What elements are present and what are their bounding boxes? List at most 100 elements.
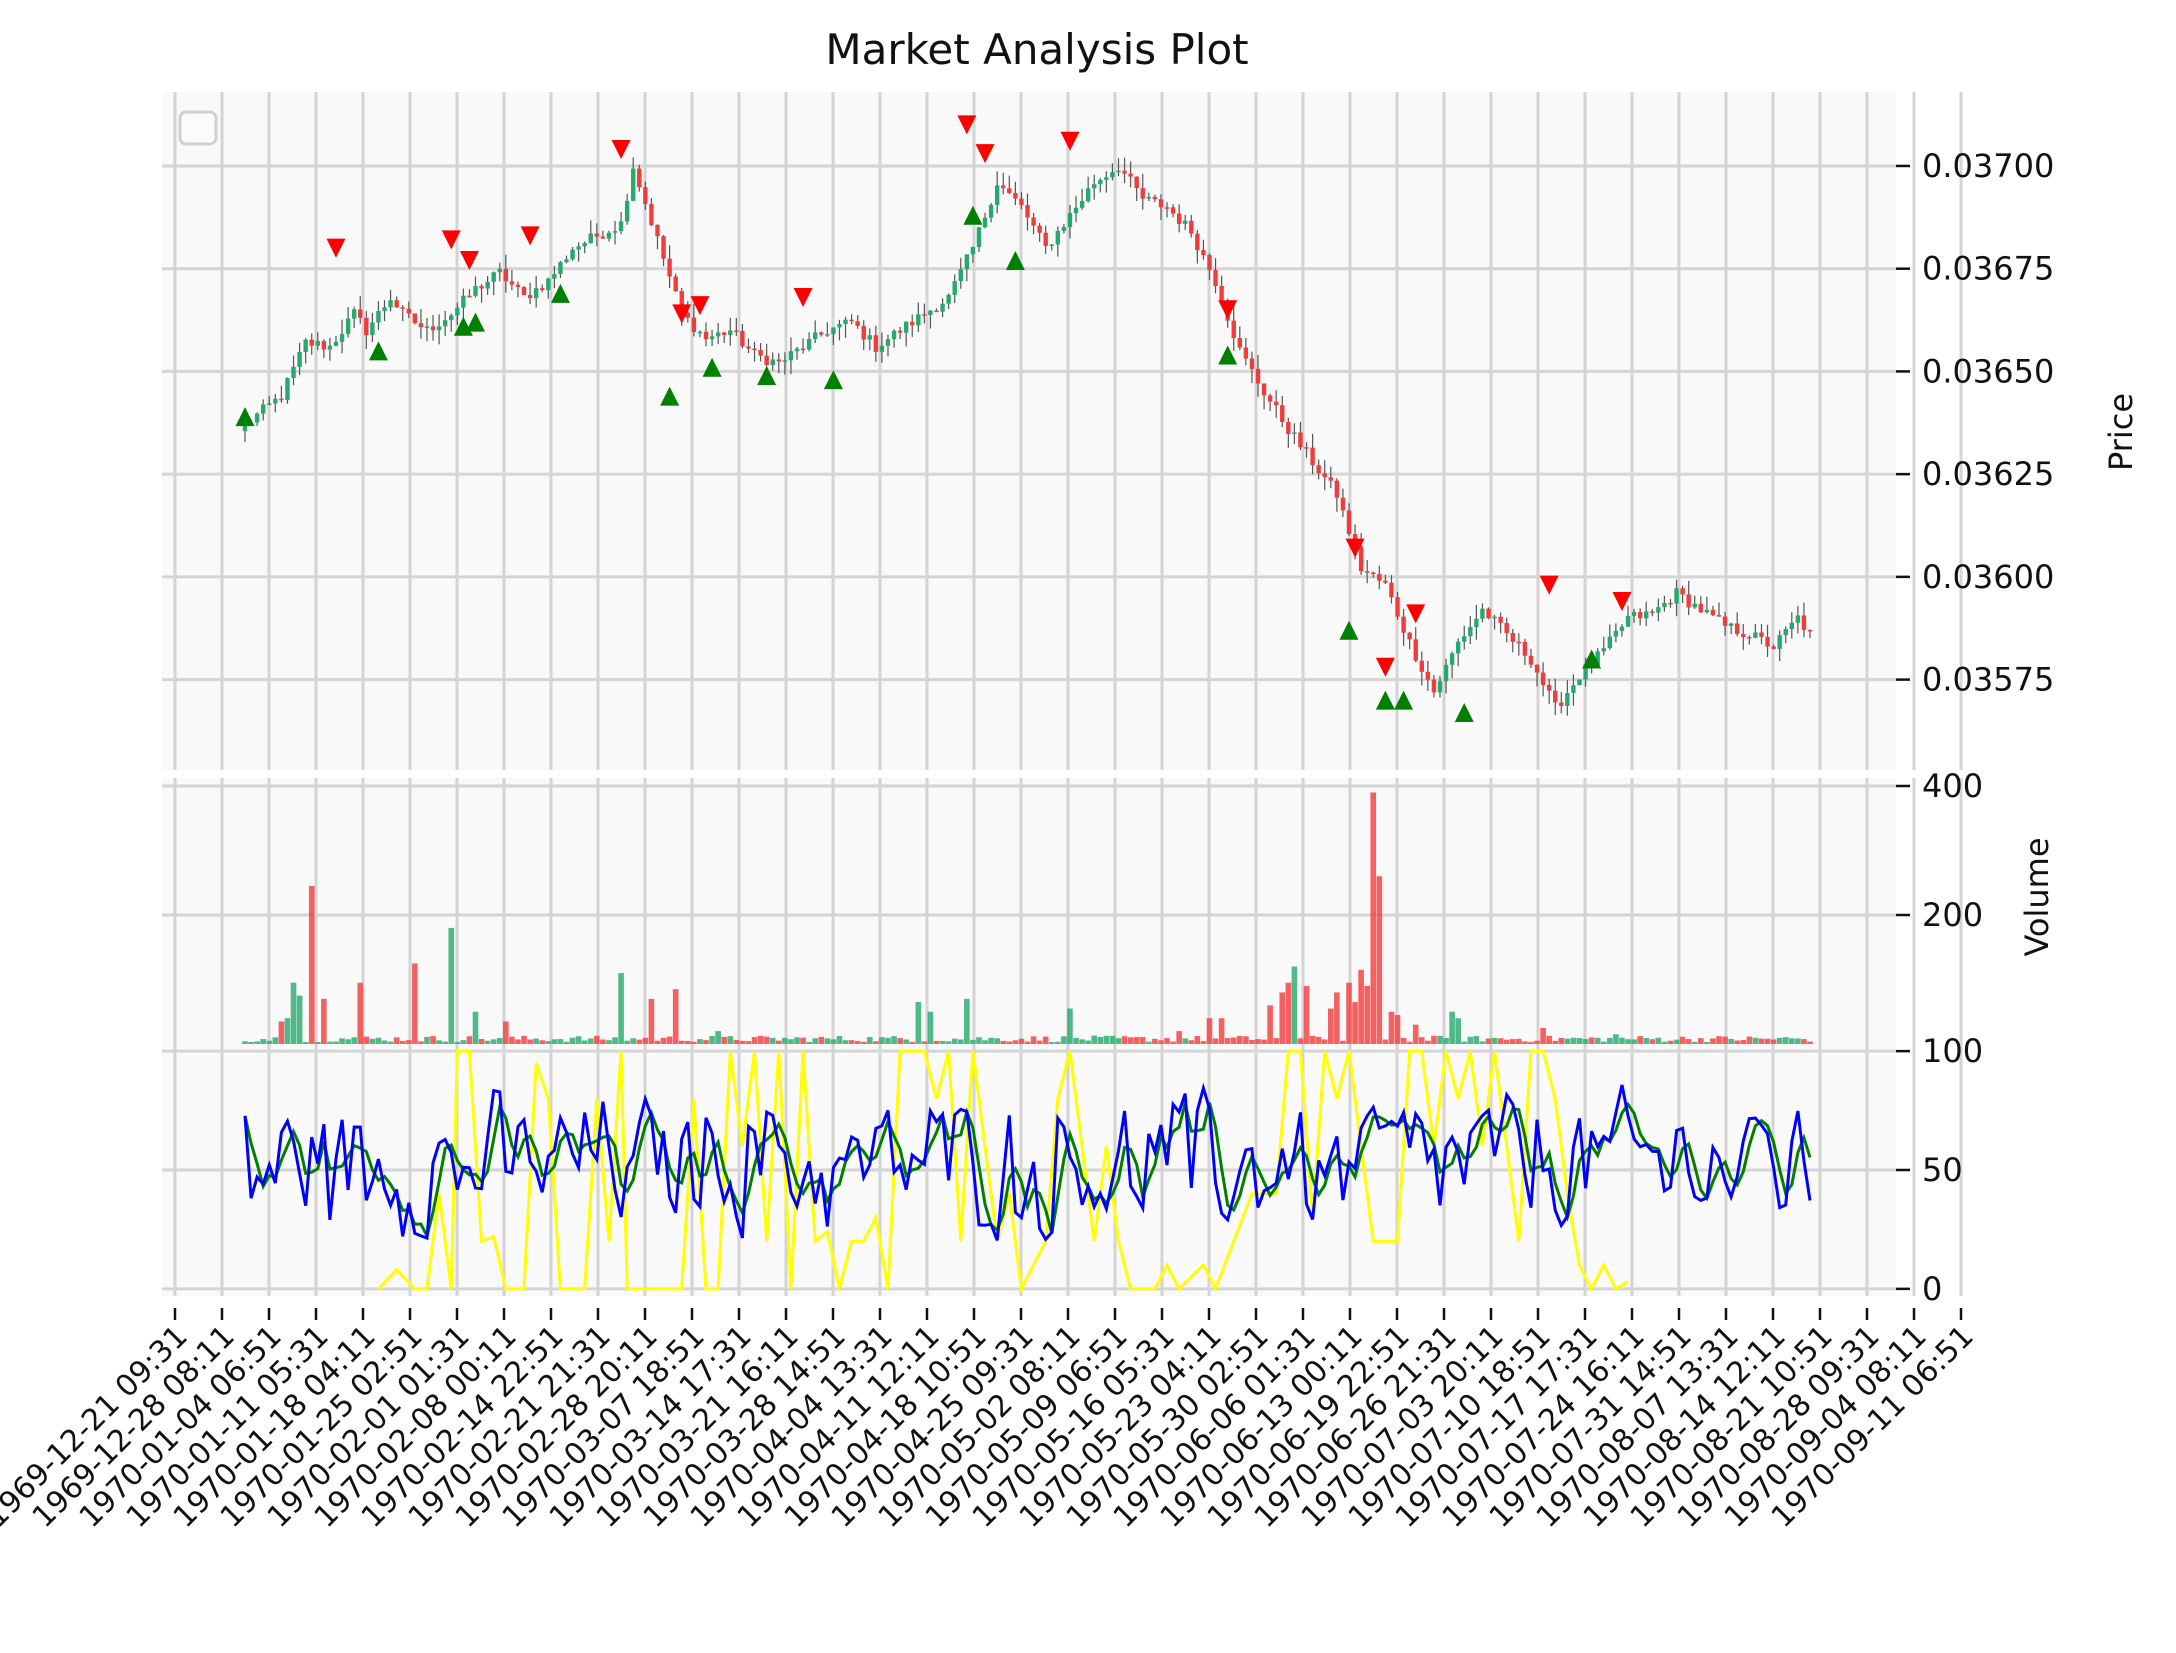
volume-bar: [1698, 1038, 1704, 1044]
candle-body: [849, 319, 854, 322]
candle-body: [1128, 173, 1133, 177]
candle-body: [1243, 347, 1249, 359]
candle-body: [1728, 623, 1734, 626]
candle-body: [527, 294, 533, 299]
candle-body: [1383, 580, 1388, 583]
volume-bar: [1085, 1040, 1091, 1044]
candle-body: [1607, 636, 1613, 649]
candle-body: [449, 315, 454, 321]
candle-body: [1510, 632, 1515, 642]
volume-bar: [818, 1036, 825, 1044]
volume-bar: [1673, 1039, 1680, 1044]
candle-body: [1122, 170, 1127, 174]
candle-body: [491, 272, 496, 282]
volume-bar: [945, 1041, 952, 1044]
candle-body: [1480, 608, 1485, 619]
volume-bar: [1212, 1038, 1219, 1044]
candle-body: [1571, 685, 1576, 693]
volume-bar: [751, 1037, 758, 1044]
volume-bar: [775, 1040, 782, 1044]
volume-bar: [1600, 1041, 1607, 1044]
volume-bar: [357, 982, 364, 1044]
volume-bar: [1807, 1041, 1813, 1044]
volume-bar: [1394, 1014, 1401, 1044]
volume-bar: [1431, 1035, 1437, 1044]
candle-body: [1134, 176, 1139, 189]
candle-body: [1668, 602, 1673, 605]
candle-body: [1765, 636, 1770, 647]
y-tick-label: 0.03575: [1922, 661, 2054, 699]
volume-bar: [909, 1041, 916, 1044]
candle-body: [564, 259, 569, 263]
volume-bar: [272, 1037, 279, 1044]
volume-bar: [794, 1037, 800, 1044]
volume-bar: [442, 1041, 448, 1044]
volume-bar: [1776, 1037, 1783, 1044]
volume-bar: [1073, 1037, 1079, 1044]
volume-bar: [1000, 1040, 1007, 1044]
candle-body: [515, 284, 521, 288]
volume-bar: [484, 1040, 491, 1044]
candle-body: [891, 330, 897, 340]
volume-bar: [1728, 1038, 1734, 1044]
volume-bar: [1443, 1038, 1449, 1044]
oscillator-lines: [243, 1049, 1812, 1294]
candle-body: [1213, 270, 1218, 286]
candle-body: [1013, 192, 1018, 199]
volume-bar: [1158, 1040, 1164, 1044]
volume-bar: [606, 1040, 612, 1044]
candle-body: [1595, 651, 1600, 666]
candle-body: [1656, 607, 1661, 613]
candle-body: [1255, 368, 1261, 384]
volume-bar: [575, 1036, 582, 1044]
volume-bar: [1230, 1037, 1237, 1044]
candle-body: [1801, 615, 1807, 630]
volume-bar: [1224, 1038, 1231, 1044]
candle-body: [1534, 664, 1540, 673]
volume-bar: [1309, 1035, 1316, 1044]
volume-bar: [1206, 1018, 1213, 1044]
candle-body: [1043, 232, 1048, 246]
volume-bar: [1030, 1036, 1037, 1044]
candle-body: [994, 185, 1000, 205]
candle-body: [1789, 622, 1795, 629]
volume-bar: [860, 1041, 867, 1044]
candle-body: [558, 262, 563, 275]
volume-bar: [1255, 1039, 1261, 1044]
candle-body: [691, 317, 697, 333]
volume-bar: [976, 1037, 982, 1044]
legend-box: [178, 110, 218, 146]
candle-body: [1777, 635, 1782, 649]
volume-bar: [709, 1036, 715, 1044]
volume-bar: [557, 1039, 564, 1044]
candle-body: [333, 341, 339, 346]
candle-body: [424, 326, 430, 328]
volume-bar: [727, 1036, 734, 1044]
y-tick-label: 0.03625: [1922, 455, 2054, 493]
candle-body: [406, 308, 411, 314]
candle-body: [800, 348, 806, 351]
candle-body: [934, 310, 939, 313]
candle-body: [370, 322, 375, 336]
volume-bar: [1607, 1037, 1613, 1044]
volume-bar: [678, 1040, 685, 1044]
volume-bar: [1782, 1037, 1789, 1044]
buy-marker: [1218, 345, 1238, 365]
volume-bar: [824, 1038, 831, 1044]
volume-bar: [1588, 1037, 1595, 1044]
oscillator-green-line: [243, 1101, 1812, 1240]
candle-body: [430, 326, 436, 331]
candle-body: [1280, 405, 1285, 422]
volume-bar: [854, 1041, 861, 1044]
candle-body: [1741, 633, 1746, 637]
candle-body: [1328, 477, 1333, 481]
volume-bar: [405, 1040, 412, 1044]
candle-body: [1625, 615, 1631, 627]
volume-bar: [1346, 982, 1352, 1044]
volume-bar: [788, 1039, 794, 1044]
volume-bar: [454, 1041, 461, 1044]
volume-bar: [527, 1039, 533, 1044]
buy-marker: [660, 386, 680, 406]
candle-body: [1559, 702, 1564, 706]
